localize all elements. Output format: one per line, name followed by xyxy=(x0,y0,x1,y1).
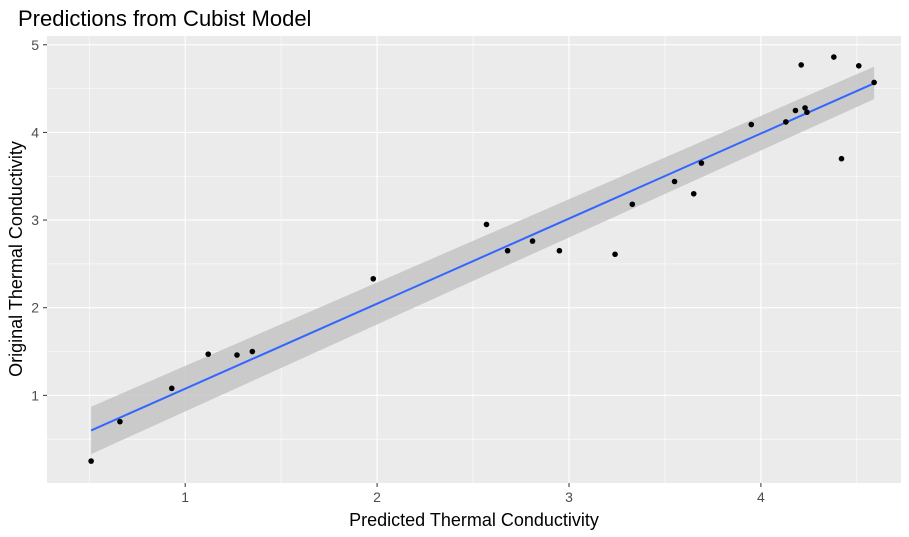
data-point xyxy=(529,238,536,244)
data-point xyxy=(798,62,805,68)
data-point xyxy=(783,119,789,125)
data-point xyxy=(855,63,862,69)
x-tick-label: 3 xyxy=(565,489,573,505)
y-tick-label: 4 xyxy=(31,124,39,140)
y-axis: 1 2 3 4 5 xyxy=(31,37,47,403)
data-point xyxy=(629,201,636,208)
data-point xyxy=(205,351,212,357)
data-point xyxy=(748,121,755,128)
data-point xyxy=(690,190,697,197)
data-point xyxy=(249,348,256,355)
data-point xyxy=(671,178,678,185)
confidence-ribbon xyxy=(91,66,875,455)
y-tick-label: 1 xyxy=(31,387,39,403)
chart-title: Predictions from Cubist Model xyxy=(18,6,311,31)
data-point xyxy=(88,458,94,464)
y-tick-label: 3 xyxy=(31,212,39,228)
data-point xyxy=(117,418,123,425)
y-tick-label: 5 xyxy=(31,37,39,53)
data-point xyxy=(612,251,618,258)
data-point xyxy=(792,107,799,114)
x-axis: 1 2 3 4 xyxy=(181,483,765,505)
data-points xyxy=(88,54,877,464)
fit-line xyxy=(90,82,875,432)
data-point xyxy=(556,247,563,254)
data-point xyxy=(168,385,175,392)
data-point xyxy=(802,105,808,111)
data-point xyxy=(483,221,490,228)
y-axis-title: Original Thermal Conductivity xyxy=(6,141,26,377)
y-tick-label: 2 xyxy=(31,300,39,316)
data-point xyxy=(370,275,377,282)
data-point xyxy=(831,54,837,60)
data-point xyxy=(698,160,705,166)
x-axis-title: Predicted Thermal Conductivity xyxy=(349,510,599,530)
data-point xyxy=(804,109,810,116)
data-point xyxy=(838,155,845,162)
x-tick-label: 4 xyxy=(757,489,765,505)
x-tick-label: 1 xyxy=(181,489,189,505)
data-point xyxy=(504,247,511,254)
data-point xyxy=(234,352,240,358)
x-tick-label: 2 xyxy=(373,489,381,505)
data-point xyxy=(871,79,877,86)
